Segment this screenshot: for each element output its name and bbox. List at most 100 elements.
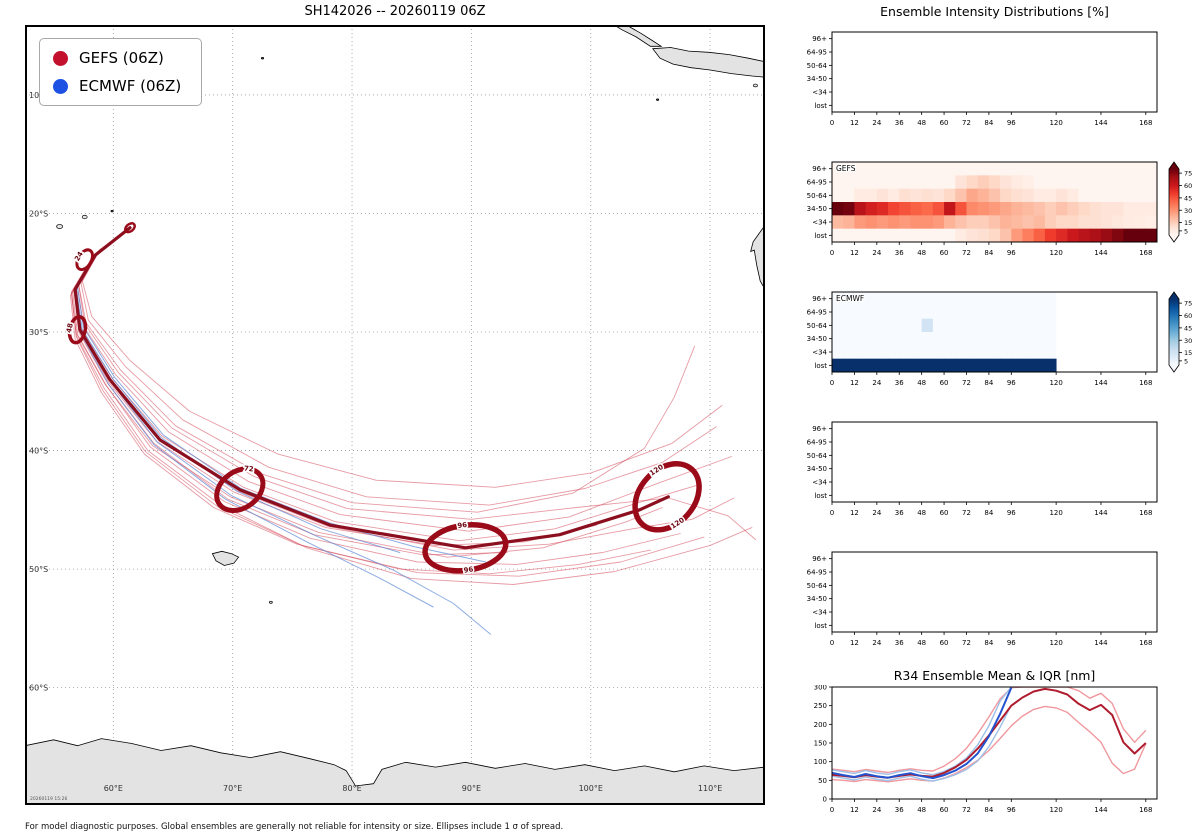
gefs-member-track <box>72 227 681 565</box>
hour-tick-label: 12 <box>850 119 859 127</box>
intensity-row-label: <34 <box>812 479 827 487</box>
hour-tick-label: 72 <box>962 119 971 127</box>
island-mauritius <box>81 214 88 220</box>
hour-tick-label: 24 <box>872 119 881 127</box>
colorbar-tick-label: 75 <box>1184 170 1192 178</box>
intensity-panel-5: 96+ 64-95 50-64 34-50 <34 lost 0 12 24 36 48 60 72 84… <box>807 551 1158 647</box>
colorbar-tick-label: 5 <box>1184 357 1188 365</box>
hour-tick-label: 96 <box>1007 119 1016 127</box>
hour-tick-label: 36 <box>895 639 904 647</box>
r34-xtick-label: 48 <box>917 806 926 814</box>
hour-tick-label: 0 <box>830 119 834 127</box>
legend-color-dot <box>53 78 68 94</box>
r34-ytick-label: 100 <box>814 758 827 766</box>
intensity-row-label: 34-50 <box>807 335 827 343</box>
GEFS-heatmap-cells <box>832 162 1158 243</box>
hour-tick-label: 60 <box>940 509 949 517</box>
hour-tick-label: 144 <box>1094 249 1108 257</box>
hour-tick-label: 0 <box>830 249 834 257</box>
r34-xtick-label: 24 <box>872 806 881 814</box>
intensity-row-label: 64-95 <box>807 309 827 317</box>
colorbar <box>1168 291 1180 373</box>
intensity-row-label: 50-64 <box>807 322 828 330</box>
hour-tick-label: 48 <box>917 249 926 257</box>
hour-tick-label: 168 <box>1139 249 1152 257</box>
hour-tick-label: 24 <box>872 509 881 517</box>
lat-label: 40°S <box>29 447 48 456</box>
r34-xtick-label: 168 <box>1139 806 1152 814</box>
island-diego-garcia <box>260 57 265 60</box>
hour-tick-label: 144 <box>1094 509 1108 517</box>
forecast-ellipse-24: 24 <box>72 248 94 272</box>
hour-tick-label: 36 <box>895 509 904 517</box>
island-christmas-island <box>656 98 660 101</box>
hour-tick-label: 144 <box>1094 639 1108 647</box>
forecast-ellipse-96: 96 96 <box>422 519 509 576</box>
intensity-panel-4: 96+ 64-95 50-64 34-50 <34 lost 0 12 24 36 48 60 72 84… <box>807 421 1158 517</box>
forecast-ellipse-0 <box>124 222 136 234</box>
hour-tick-label: 24 <box>872 249 881 257</box>
intensity-row-label: <34 <box>812 349 827 357</box>
land-kerguelen <box>211 550 240 566</box>
panel-model-label: ECMWF <box>836 294 864 303</box>
hour-tick-label: 24 <box>872 639 881 647</box>
gefs-member-track <box>73 227 508 556</box>
intensity-row-label: 96+ <box>812 295 827 303</box>
legend-item: ECMWF (06Z) <box>53 77 181 95</box>
panel-model-label: GEFS <box>836 164 856 173</box>
hour-tick-label: 12 <box>850 639 859 647</box>
land-australia-west-coast <box>750 224 765 291</box>
forecast-ellipse-72: 72 <box>214 463 266 514</box>
map-border <box>25 25 765 805</box>
r34-xtick-label: 84 <box>984 806 993 814</box>
hour-tick-label: 144 <box>1094 119 1108 127</box>
hour-tick-label: 24 <box>872 379 881 387</box>
hour-tick-label: 60 <box>940 639 949 647</box>
r34-ytick-label: 250 <box>814 702 827 710</box>
colorbar <box>1168 161 1180 243</box>
legend-item: GEFS (06Z) <box>53 49 181 67</box>
hour-tick-label: 72 <box>962 509 971 517</box>
gefs-member-track <box>75 227 699 542</box>
colorbar-tick-label: 5 <box>1184 227 1188 235</box>
r34-xtick-label: 36 <box>895 806 904 814</box>
lat-label: 20°S <box>29 209 48 218</box>
intensity-row-label: <34 <box>812 219 827 227</box>
lat-label: 60°S <box>29 684 48 693</box>
hour-tick-label: 168 <box>1139 509 1152 517</box>
hour-tick-label: 36 <box>895 379 904 387</box>
r34-ytick-label: 50 <box>818 777 827 785</box>
hour-tick-label: 0 <box>830 379 834 387</box>
intensity-row-label: 64-95 <box>807 439 827 447</box>
intensity-row-label: 50-64 <box>807 62 828 70</box>
r34-xtick-label: 0 <box>830 806 834 814</box>
hour-tick-label: 84 <box>984 249 993 257</box>
hour-tick-label: 144 <box>1094 379 1108 387</box>
intensity-row-label: <34 <box>812 609 827 617</box>
r34-title: R34 Ensemble Mean & IQR [nm] <box>893 668 1096 683</box>
land-sumatra <box>613 25 663 47</box>
series-ecmwf-iqr-upper <box>832 687 1012 776</box>
intensity-panel-ecmwf: 96+ 64-95 50-64 34-50 <34 lost 0 12 24 36 48 60 72 84… <box>807 291 1192 387</box>
hour-tick-label: 72 <box>962 639 971 647</box>
hour-tick-label: 12 <box>850 509 859 517</box>
footer-note: For model diagnostic purposes. Global en… <box>25 822 564 832</box>
ecmwf-member-track <box>77 227 487 563</box>
intensity-row-label: 64-95 <box>807 179 827 187</box>
hour-tick-label: 36 <box>895 119 904 127</box>
hour-tick-label: 96 <box>1007 639 1016 647</box>
map-title: SH142026 -- 20260119 06Z <box>304 4 486 19</box>
gefs-member-track <box>78 227 756 540</box>
colorbar-tick-label: 45 <box>1184 194 1192 202</box>
hour-tick-label: 48 <box>917 509 926 517</box>
r34-chart: 0 50 100 150 200 250 300 0 12 24 36 48 60 72 84 96 120 14… <box>814 685 1158 814</box>
hour-tick-label: 96 <box>1007 249 1016 257</box>
hour-tick-label: 0 <box>830 509 834 517</box>
hour-tick-label: 12 <box>850 379 859 387</box>
legend-label: ECMWF (06Z) <box>79 77 182 95</box>
intensity-title: Ensemble Intensity Distributions [%] <box>880 4 1109 19</box>
coastlines <box>25 25 765 805</box>
colorbar-tick-label: 60 <box>1184 182 1192 190</box>
intensity-row-label: 50-64 <box>807 452 828 460</box>
